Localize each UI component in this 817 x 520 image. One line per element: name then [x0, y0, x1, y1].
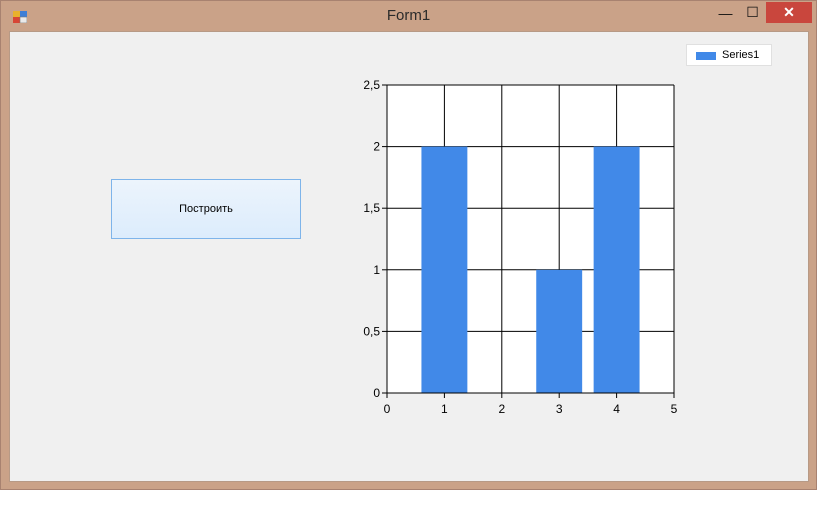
legend-label: Series1	[722, 49, 760, 61]
x-tick-label: 1	[441, 402, 448, 416]
x-tick-label: 5	[671, 402, 678, 416]
minimize-icon: —	[718, 4, 733, 21]
x-tick-label: 0	[384, 402, 391, 416]
maximize-icon: ☐	[746, 4, 759, 20]
window-title: Form1	[386, 7, 431, 24]
y-tick-label: 0	[373, 386, 380, 400]
close-icon: ✕	[783, 4, 795, 20]
close-button[interactable]: ✕	[766, 2, 812, 23]
y-tick-label: 0,5	[363, 324, 380, 338]
chart-legend: Series1	[686, 44, 772, 66]
app-window: Form1 — ☐ ✕ Построить 0 1 2 3 4 5 0 0,5 1 1,5 2 2,5…	[0, 0, 817, 490]
y-tick-label: 1,5	[363, 201, 380, 215]
x-tick-label: 3	[556, 402, 563, 416]
legend-swatch	[696, 52, 716, 60]
y-tick-label: 2	[373, 140, 380, 154]
maximize-button[interactable]: ☐	[739, 2, 766, 23]
bar	[593, 146, 640, 393]
y-tick-label: 2,5	[363, 78, 380, 92]
bar	[421, 146, 468, 393]
build-button[interactable]: Построить	[111, 179, 301, 239]
minimize-button[interactable]: —	[712, 2, 739, 23]
x-tick-label: 2	[498, 402, 505, 416]
bar-chart: 0 1 2 3 4 5 0 0,5 1 1,5 2 2,5	[363, 78, 678, 416]
y-tick-label: 1	[373, 263, 380, 277]
title-bar[interactable]: Form1 — ☐ ✕	[1, 1, 816, 31]
bar	[536, 269, 583, 393]
x-tick-label: 4	[613, 402, 620, 416]
